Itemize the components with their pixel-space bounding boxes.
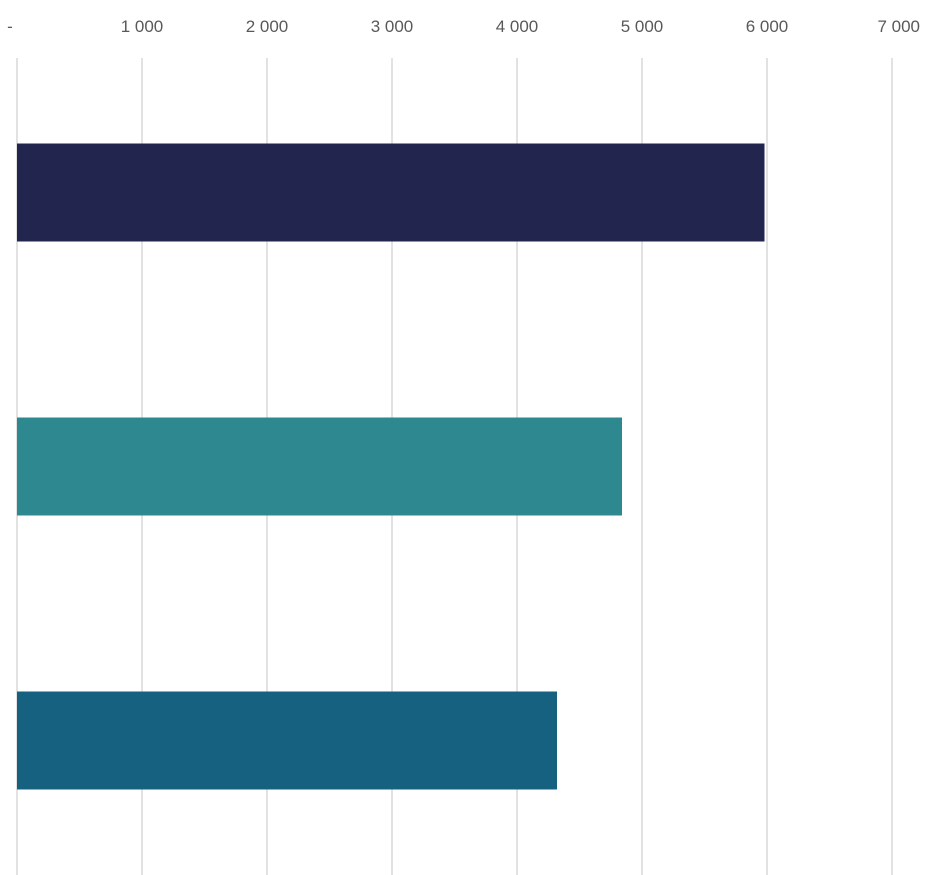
bar-2: [17, 417, 622, 516]
x-tick-label-5: 5 000: [621, 17, 664, 36]
x-axis-tick-labels: - 1 000 2 000 3 000 4 000 5 000 6 000 7 000: [7, 17, 920, 36]
x-tick-label-6: 6 000: [746, 17, 789, 36]
bar-3: [17, 691, 557, 790]
bars: [17, 143, 765, 790]
x-tick-label-1: 1 000: [121, 17, 164, 36]
x-tick-label-3: 3 000: [371, 17, 414, 36]
x-tick-label-4: 4 000: [496, 17, 539, 36]
x-tick-label-7: 7 000: [877, 17, 920, 36]
x-tick-label-0: -: [7, 17, 13, 36]
bar-1: [17, 143, 765, 242]
x-tick-label-2: 2 000: [246, 17, 289, 36]
